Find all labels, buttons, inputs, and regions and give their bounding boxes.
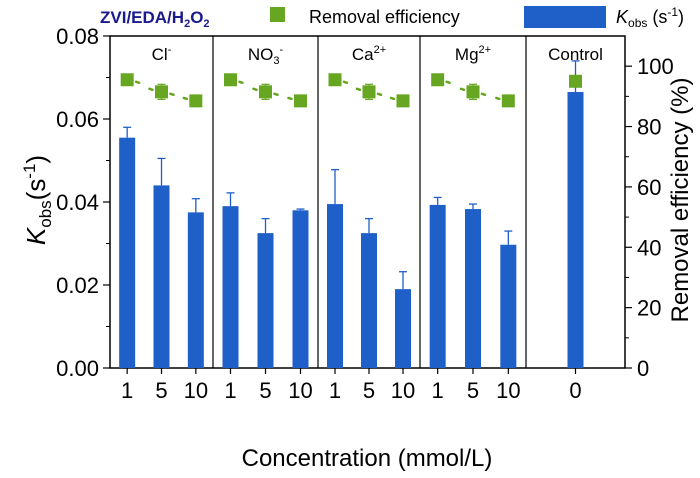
panel-label-2: Ca2+: [352, 44, 386, 64]
data-marks: [119, 60, 584, 369]
x-axis-title: Concentration (mmol/L): [242, 445, 493, 472]
y-tick-label: 0.08: [56, 24, 99, 49]
removal-marker: [259, 85, 272, 99]
panel-label-3: Mg2+: [455, 44, 491, 64]
kobs-bar: [119, 137, 136, 368]
legend-removal-label: Removal efficiency: [309, 7, 460, 27]
panel-label-sup: 2+: [479, 44, 492, 56]
chart-title: ZVI/EDA/H2O2: [100, 8, 210, 30]
y-tick-label: 0.04: [56, 190, 99, 215]
y-tick-label: 0.06: [56, 107, 99, 132]
right-axis: 0 20 40 60 80 100: [625, 54, 674, 381]
panel-label-sup: -: [168, 44, 172, 56]
panel-label-name: Mg: [455, 45, 479, 64]
left-axis: 0.00 0.02 0.04 0.06 0.08: [56, 24, 110, 381]
panel-label-name: Ca: [352, 45, 374, 64]
panel-dividers: [212, 36, 527, 368]
removal-connector: [182, 96, 189, 101]
legend: ZVI/EDA/H2O2 Removal efficiency Kobs (s-…: [100, 5, 684, 30]
removal-marker: [224, 73, 237, 87]
panel-label-name: Cl: [152, 45, 168, 64]
y2-tick-label: 60: [637, 175, 661, 200]
y2-tick-label: 0: [637, 356, 649, 381]
x-tick-label: 1: [432, 378, 444, 403]
removal-marker: [466, 85, 480, 99]
kobs-bar: [567, 92, 584, 369]
x-tick-label: 1: [121, 378, 133, 403]
removal-connector: [480, 92, 487, 97]
panel-labels: Cl- NO3- Ca2+ Mg2+ Control: [152, 44, 603, 67]
x-tick-label: 10: [391, 378, 415, 403]
panel-label-sup: -: [279, 44, 283, 56]
removal-marker: [328, 73, 342, 87]
y2-tick-label: 40: [637, 235, 661, 260]
x-tick-label: 5: [155, 378, 167, 403]
x-tick-label: 1: [224, 378, 236, 403]
y2-tick-label: 20: [637, 296, 661, 321]
kobs-bar: [465, 209, 481, 368]
y-axis-title: Kobs(s-1): [20, 155, 55, 245]
x-tick-label: 5: [259, 378, 271, 403]
removal-connector: [389, 96, 396, 101]
panel-label-name: NO: [248, 45, 274, 64]
kobs-bar: [222, 206, 239, 368]
removal-marker: [431, 73, 445, 87]
panel-label-sub: 3: [273, 55, 279, 67]
removal-connector: [148, 87, 154, 92]
kobs-bar: [327, 204, 343, 368]
panel-label-name: Control: [548, 45, 603, 64]
removal-marker: [569, 74, 582, 88]
x-tick-label: 10: [288, 378, 312, 403]
kobs-bar: [292, 210, 309, 368]
removal-connector: [459, 87, 466, 92]
panel-label-0: Cl-: [152, 44, 172, 64]
x-tick-label: 0: [569, 378, 581, 403]
removal-connector: [342, 80, 349, 85]
x-tick-label: 5: [363, 378, 375, 403]
legend-kobs-label: Kobs (s-1): [616, 5, 684, 30]
y2-axis-title: Removal efficiency (%): [667, 78, 694, 323]
removal-marker: [396, 94, 410, 108]
removal-connector: [445, 80, 451, 85]
removal-connector: [376, 92, 383, 97]
y2-tick-label: 100: [637, 54, 674, 79]
kobs-bar: [153, 185, 170, 368]
x-tick-label: 5: [467, 378, 479, 403]
panel-label-sup: 2+: [374, 44, 387, 56]
legend-kobs-swatch: [524, 6, 606, 28]
removal-connector: [252, 87, 258, 92]
y-tick-label: 0.00: [56, 356, 99, 381]
y2-tick-label: 80: [637, 115, 661, 140]
kobs-bar: [500, 244, 517, 368]
removal-marker: [155, 85, 168, 99]
x-tick-label: 1: [329, 378, 341, 403]
removal-connector: [169, 92, 175, 97]
removal-marker: [362, 85, 376, 99]
removal-connector: [495, 96, 501, 101]
removal-connector: [134, 80, 141, 85]
kobs-bar: [361, 233, 377, 368]
removal-marker: [120, 73, 134, 87]
x-tick-label: 10: [496, 378, 520, 403]
removal-connector: [238, 80, 244, 85]
removal-connector: [287, 96, 293, 101]
panel-label-4: Control: [548, 45, 603, 64]
removal-marker: [501, 94, 515, 108]
removal-connector: [273, 92, 279, 97]
legend-removal-marker: [270, 7, 285, 22]
y-tick-label: 0.02: [56, 273, 99, 298]
panel-label-1: NO3-: [248, 44, 284, 67]
x-tick-label: 10: [184, 378, 208, 403]
x-axis: 1 5 10 1 5 10 1 5 10 1 5 10 0: [121, 368, 582, 403]
removal-connector: [355, 87, 362, 92]
removal-marker: [189, 94, 203, 108]
kobs-bar: [429, 204, 446, 368]
kobs-bar: [257, 233, 274, 368]
kobs-bar: [187, 212, 204, 368]
kobs-bar: [395, 289, 411, 368]
removal-marker: [294, 94, 307, 108]
